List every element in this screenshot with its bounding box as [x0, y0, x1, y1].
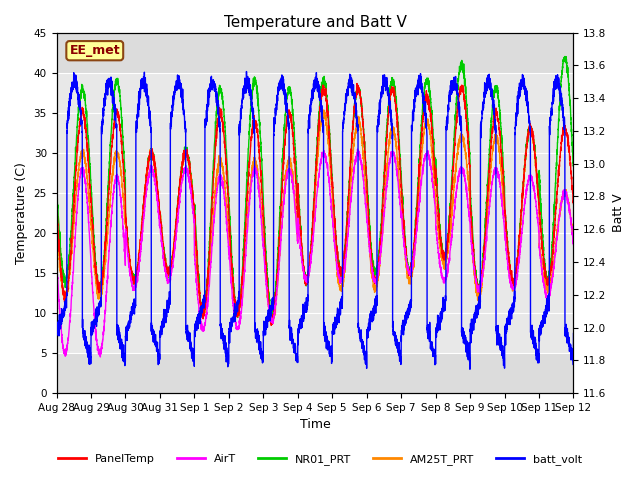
PanelTemp [145, 157, 153, 163]
NR01_PRT [460, 70, 468, 76]
batt_volt [460, 334, 468, 339]
NR01_PRT [569, 160, 577, 166]
AirT [460, 170, 468, 176]
AM25T_PRT [569, 235, 577, 241]
Line: batt_volt: batt_volt [56, 72, 573, 369]
NR01_PRT [268, 315, 275, 321]
AirT [570, 242, 577, 248]
Y-axis label: Batt V: Batt V [612, 193, 625, 232]
PanelTemp [460, 95, 468, 101]
Text: EE_met: EE_met [70, 44, 120, 57]
AM25T_PRT [460, 141, 468, 147]
Line: AirT: AirT [56, 149, 573, 357]
AM25T_PRT [145, 156, 153, 162]
Line: PanelTemp: PanelTemp [56, 84, 573, 325]
batt_volt [296, 322, 303, 327]
AirT [431, 200, 438, 206]
NR01_PRT [402, 244, 410, 250]
Legend: PanelTemp, AirT, NR01_PRT, AM25T_PRT, batt_volt: PanelTemp, AirT, NR01_PRT, AM25T_PRT, ba… [54, 450, 586, 469]
AirT [569, 240, 577, 246]
batt_volt [145, 110, 153, 116]
PanelTemp [569, 199, 577, 204]
batt_volt [52, 323, 60, 329]
AM25T_PRT [319, 108, 327, 113]
NR01_PRT [570, 163, 577, 168]
X-axis label: Time: Time [300, 419, 330, 432]
PanelTemp [570, 201, 577, 206]
AM25T_PRT [52, 219, 60, 225]
Line: NR01_PRT: NR01_PRT [56, 57, 573, 318]
batt_volt [243, 69, 250, 74]
Line: AM25T_PRT: AM25T_PRT [56, 110, 573, 324]
Title: Temperature and Batt V: Temperature and Batt V [223, 15, 406, 30]
batt_volt [570, 331, 577, 336]
Bar [56, 72, 573, 353]
NR01_PRT [52, 188, 60, 194]
NR01_PRT [296, 207, 303, 213]
batt_volt [569, 357, 577, 362]
PanelTemp [353, 81, 361, 86]
AirT [146, 168, 154, 173]
PanelTemp [403, 251, 410, 257]
AirT [354, 146, 362, 152]
AM25T_PRT [268, 321, 276, 326]
AM25T_PRT [431, 185, 438, 191]
AirT [52, 259, 60, 265]
batt_volt [466, 366, 474, 372]
batt_volt [431, 354, 438, 360]
PanelTemp [431, 168, 438, 174]
PanelTemp [268, 323, 275, 328]
AM25T_PRT [296, 220, 303, 226]
AirT [296, 235, 303, 240]
AirT [97, 354, 104, 360]
Y-axis label: Temperature (C): Temperature (C) [15, 162, 28, 264]
PanelTemp [296, 214, 303, 220]
AM25T_PRT [570, 240, 577, 245]
batt_volt [402, 310, 410, 315]
AirT [403, 257, 410, 263]
AM25T_PRT [403, 262, 410, 268]
PanelTemp [52, 200, 60, 206]
NR01_PRT [145, 153, 153, 159]
NR01_PRT [561, 54, 568, 60]
NR01_PRT [431, 158, 438, 164]
